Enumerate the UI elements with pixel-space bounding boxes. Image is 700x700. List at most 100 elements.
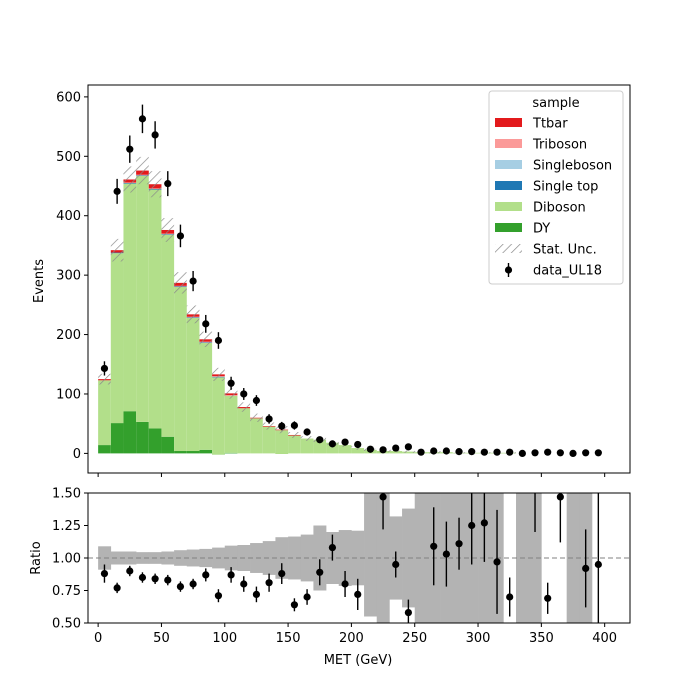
bar-diboson [98, 380, 111, 446]
ratio-point [227, 571, 235, 579]
legend-swatch-dy [495, 223, 522, 232]
bar-dy [123, 411, 137, 454]
bar-diboson [148, 189, 162, 429]
bar-diboson [262, 426, 276, 454]
data-point [265, 415, 273, 423]
ratio-point [493, 558, 501, 566]
ratio-plot: 0.50 0.75 1.00 1.25 1.50 0 50 100 150 200 250 300 3… [29, 487, 631, 668]
ratio-unc-band [414, 493, 428, 623]
main-y-tick-label: 100 [56, 387, 81, 402]
bar-diboson [174, 287, 187, 452]
bar-diboson [275, 430, 289, 454]
ratio-point [328, 544, 337, 552]
data-point [151, 131, 159, 139]
bar-diboson [212, 377, 225, 455]
legend-swatch-diboson [495, 202, 522, 211]
legend: sample Ttbar Triboson Singleboson Single top… [488, 90, 624, 285]
ratio-unc-band [376, 493, 390, 623]
ratio-point [442, 550, 450, 558]
ratio-point [594, 560, 602, 569]
bar-diboson [136, 175, 149, 422]
ratio-point [113, 584, 121, 592]
main-x-ticks [97, 473, 606, 477]
ratio-y-tick-label: 0.75 [52, 584, 81, 599]
bar-dy [161, 436, 175, 454]
bar-diboson [351, 448, 365, 454]
data-point [252, 396, 261, 405]
ratio-point [202, 571, 210, 579]
ratio-point [582, 564, 590, 573]
legend-label-singleboson: Singleboson [533, 159, 612, 174]
bar-diboson [110, 253, 124, 424]
data-point [354, 440, 362, 449]
stat-unc-band [212, 367, 225, 381]
data-point [138, 115, 147, 123]
data-point [366, 445, 374, 453]
x-axis-label: MET (GeV) [324, 653, 393, 668]
legend-label-ttbar: Ttbar [532, 117, 568, 132]
ratio-point [556, 493, 564, 501]
ratio-point [214, 592, 223, 600]
stat-unc-band [300, 436, 314, 441]
ratio-point [430, 542, 438, 550]
bar-dy [110, 423, 124, 454]
ratio-point [176, 583, 185, 591]
bar-dy [136, 421, 149, 454]
bar-dy [199, 449, 213, 454]
data-point [214, 336, 223, 345]
ratio-point [316, 568, 324, 576]
bar-dy [98, 445, 111, 454]
main-y-axis-label: Events [32, 259, 47, 303]
data-point [202, 320, 210, 328]
ratio-y-tick-label: 1.50 [52, 487, 81, 502]
data-point [176, 232, 185, 240]
bar-dy [174, 451, 187, 454]
legend-frame [488, 90, 624, 285]
legend-label-triboson: Triboson [532, 138, 587, 153]
legend-swatch-triboson [495, 139, 522, 148]
bar-dy [186, 451, 200, 454]
bar-dy [224, 452, 238, 454]
ratio-point [278, 570, 286, 578]
ratio-point [404, 609, 412, 617]
bar-diboson [186, 317, 200, 452]
bar-diboson [250, 418, 263, 454]
data-point [442, 447, 450, 455]
x-tick-label: 50 [153, 631, 170, 646]
legend-label-diboson: Diboson [533, 201, 586, 216]
data-point [582, 449, 590, 457]
main-marks [98, 104, 602, 457]
ratio-point [126, 567, 134, 575]
legend-title: sample [532, 96, 579, 111]
legend-swatch-single-top [495, 181, 522, 190]
ratio-point [480, 519, 488, 527]
stat-unc-band [262, 422, 276, 430]
stat-unc-band [288, 432, 301, 438]
stat-unc-band [136, 156, 149, 185]
ratio-point [468, 521, 476, 530]
data-point [430, 447, 438, 455]
main-y-tick-label: 0 [73, 447, 81, 462]
ratio-point [240, 580, 248, 588]
ratio-x-ticks: 0 50 100 150 200 250 300 350 400 [94, 623, 617, 646]
x-tick-label: 150 [276, 631, 301, 646]
stat-unc-band [161, 218, 175, 242]
ratio-point [189, 580, 197, 588]
bar-diboson [161, 234, 175, 437]
bar-dy [148, 428, 162, 454]
ratio-unc-band [288, 536, 302, 580]
x-tick-label: 350 [529, 631, 554, 646]
legend-swatch-stat-unc [495, 244, 522, 253]
bar-diboson [288, 435, 301, 454]
main-y-tick-label: 600 [56, 90, 81, 105]
legend-label-single-top: Single top [533, 180, 598, 195]
main-plot: 0 100 200 300 400 500 600 Events sample Ttbar Tr… [32, 84, 631, 477]
data-point [278, 422, 286, 430]
ratio-point [303, 593, 311, 601]
stat-unc-band [110, 238, 124, 262]
legend-label-data-ul18: data_UL18 [533, 264, 602, 279]
legend-swatch-data-ul18 [504, 266, 513, 274]
x-tick-label: 0 [94, 631, 102, 646]
ratio-unc-band [224, 545, 238, 571]
